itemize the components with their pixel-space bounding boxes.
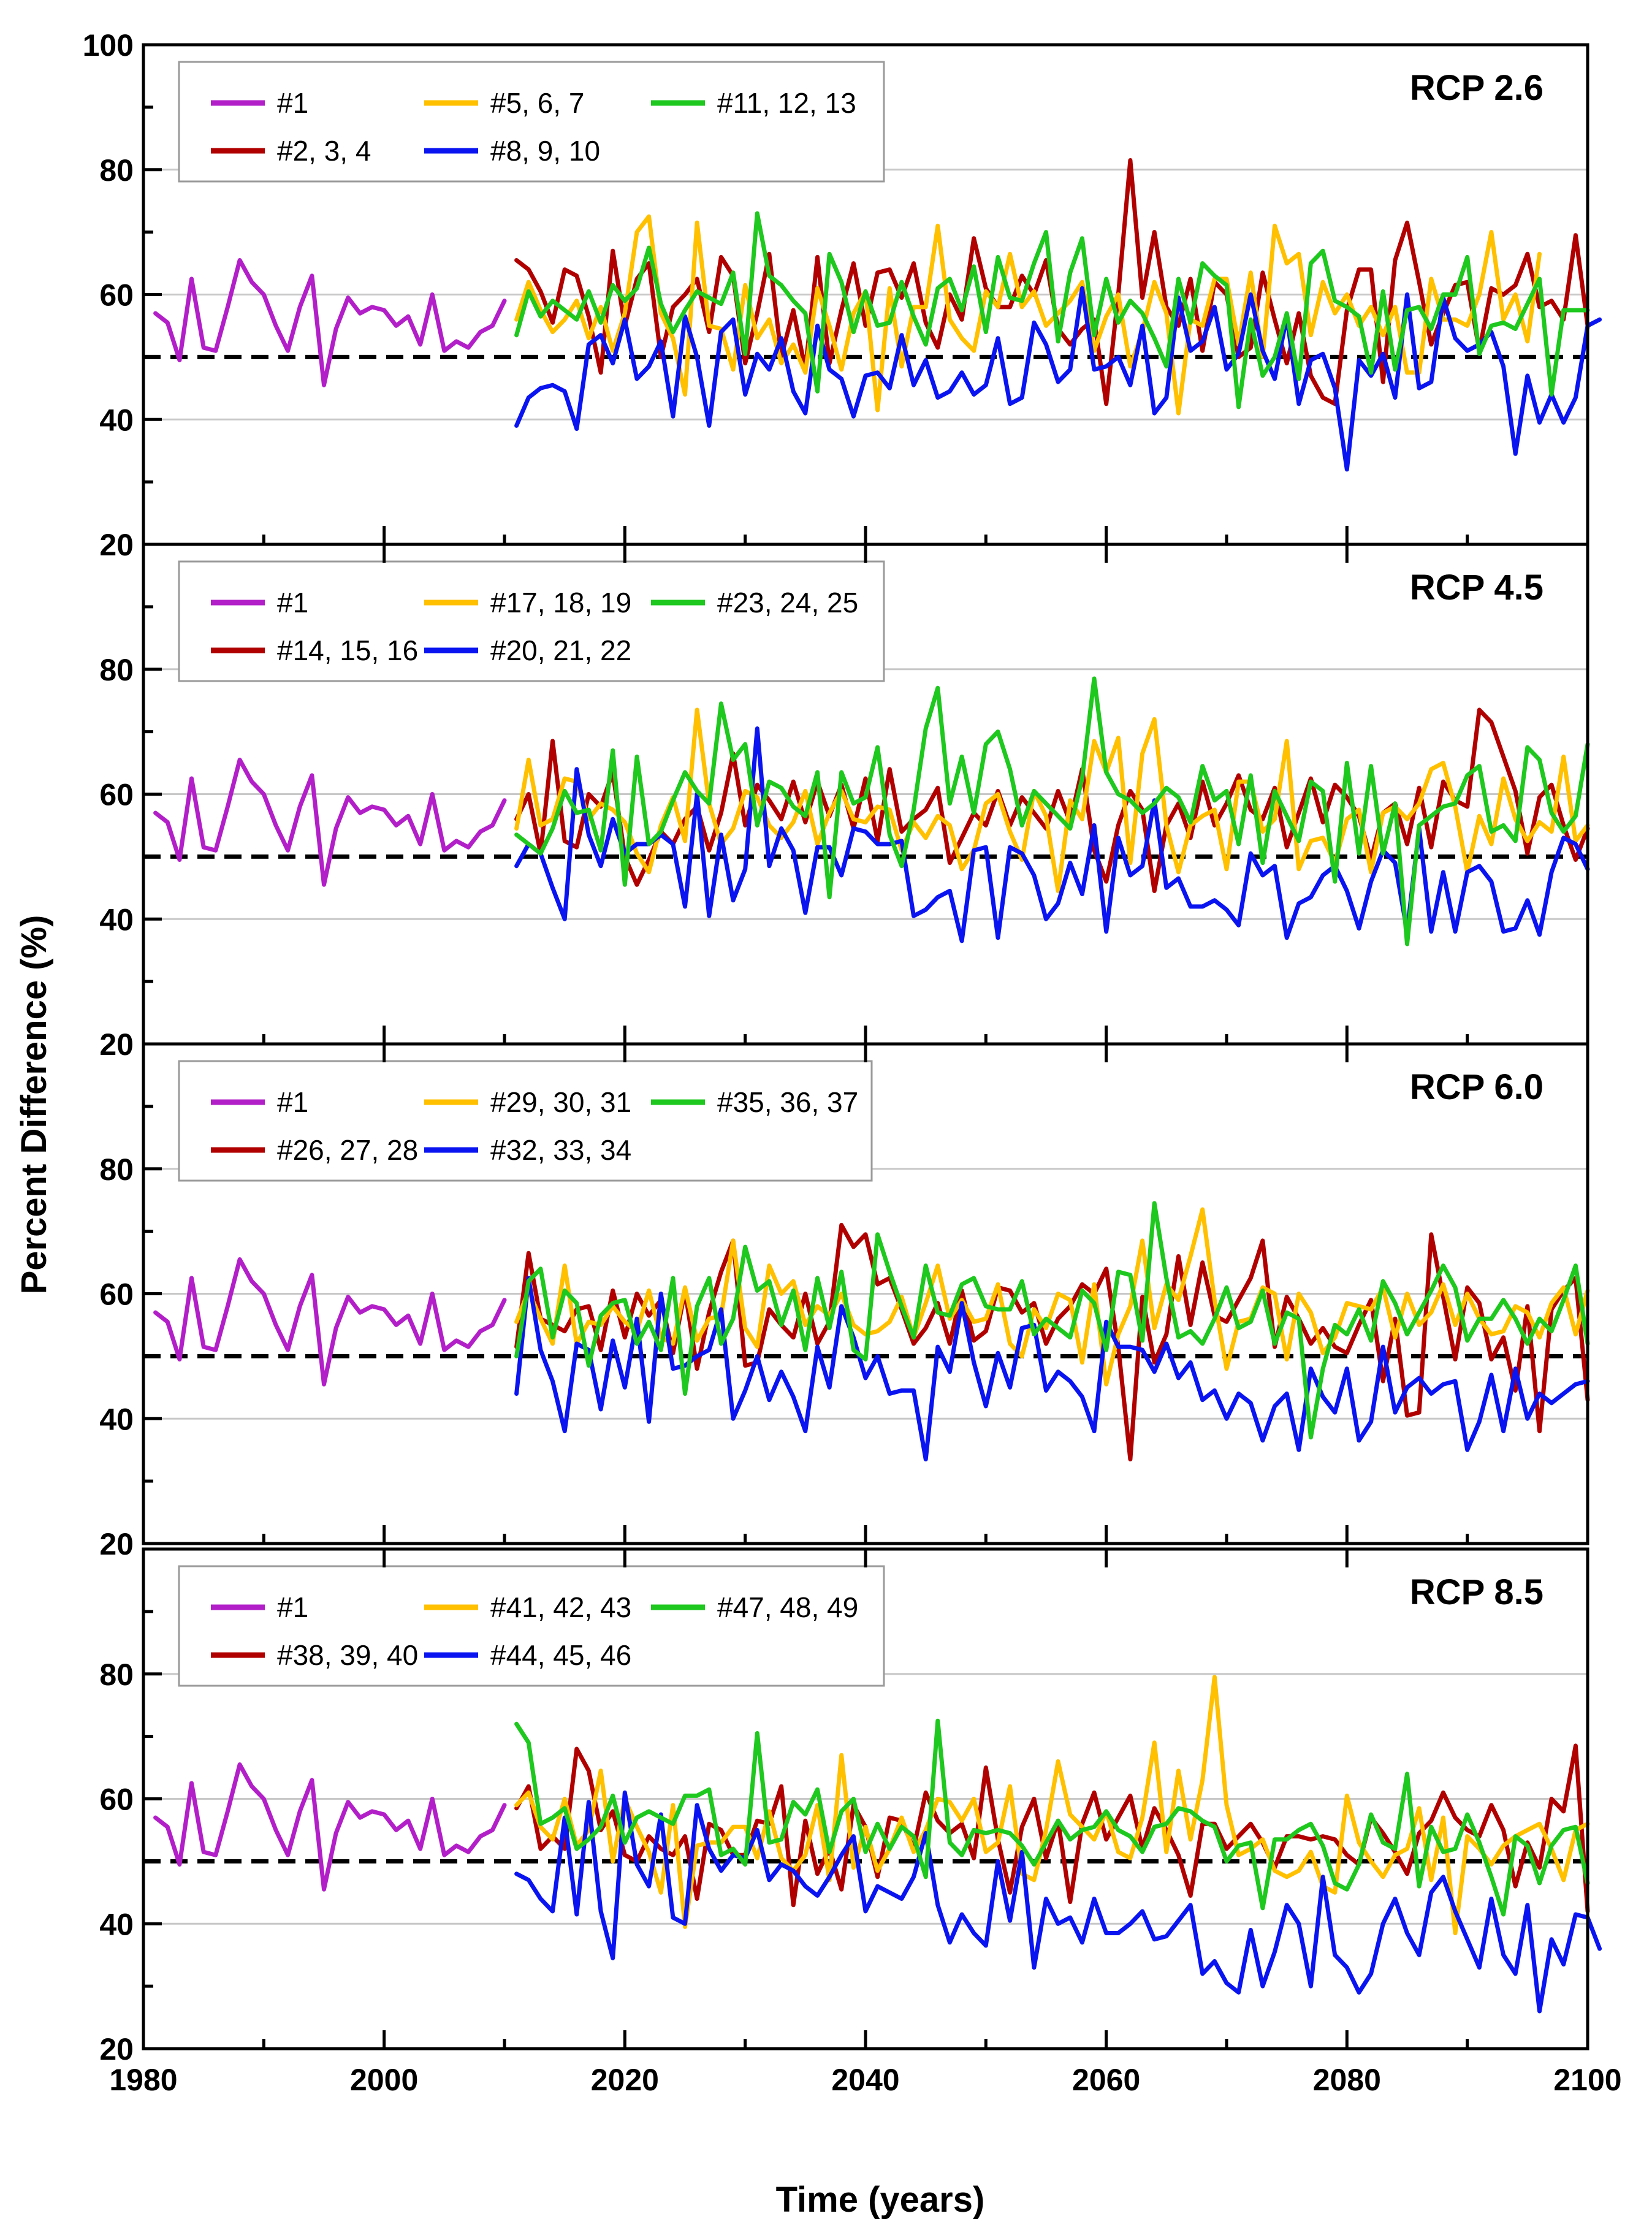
- legend: #1 #2, 3, 4 #5, 6, 7 #8, 9, 10 #11, 12, 13: [178, 61, 885, 183]
- series-line: [514, 1201, 1590, 1440]
- series-line: [514, 1718, 1590, 1917]
- series-line: [514, 1675, 1590, 1935]
- x-axis-title: Time (years): [776, 2180, 985, 2220]
- legend: #1 #26, 27, 28 #29, 30, 31 #32, 33, 34 #35, …: [178, 1060, 873, 1182]
- legend-label: #29, 30, 31: [490, 1086, 631, 1118]
- legend-label: #8, 9, 10: [490, 135, 600, 167]
- legend-label: #41, 42, 43: [490, 1591, 631, 1623]
- legend-label: #26, 27, 28: [277, 1134, 418, 1166]
- series-line: [514, 214, 1542, 416]
- y-tick-label: 100: [83, 28, 134, 63]
- y-tick-label: 40: [99, 1402, 134, 1436]
- series-line: [153, 258, 507, 387]
- legend-label: #20, 21, 22: [490, 634, 631, 666]
- panel-title: RCP 4.5: [1410, 568, 1544, 607]
- x-tick-label: 1980: [109, 2063, 177, 2097]
- y-tick-label: 20: [99, 1027, 134, 1062]
- panel-title: RCP 2.6: [1410, 68, 1544, 108]
- series-line: [514, 1276, 1590, 1461]
- y-tick-label: 20: [99, 1527, 134, 1561]
- y-tick-label: 60: [99, 278, 134, 313]
- legend-label: #2, 3, 4: [277, 135, 371, 167]
- legend: #1 #38, 39, 40 #41, 42, 43 #44, 45, 46 #47, …: [178, 1565, 885, 1687]
- y-tick-label: 80: [99, 1658, 134, 1692]
- y-tick-label: 40: [99, 902, 134, 937]
- legend: #1 #14, 15, 16 #17, 18, 19 #20, 21, 22 #23, …: [178, 560, 885, 682]
- legend-box: [178, 1565, 885, 1687]
- y-axis-title: Percent Difference (%): [14, 915, 54, 1295]
- panel-title: RCP 6.0: [1410, 1067, 1544, 1107]
- panel-title: RCP 8.5: [1410, 1572, 1544, 1612]
- legend-label: #38, 39, 40: [277, 1639, 418, 1671]
- x-tick-label: 2060: [1072, 2063, 1140, 2097]
- x-tick-label: 2080: [1313, 2063, 1381, 2097]
- x-tick-label: 2020: [591, 2063, 659, 2097]
- y-tick-label: 80: [99, 153, 134, 188]
- y-tick-label: 40: [99, 403, 134, 437]
- y-tick-label: 60: [99, 1783, 134, 1817]
- series-line: [153, 758, 507, 887]
- y-tick-label: 20: [99, 2032, 134, 2066]
- legend-box: [178, 61, 885, 183]
- legend-label: #23, 24, 25: [717, 587, 858, 619]
- plot-layer: 100 80 60 40 20 RCP 2.6 #1 #2, 3, 4 #5, 6, 7 #8, …: [83, 28, 1622, 2097]
- series-line: [514, 707, 1590, 893]
- legend-box: [178, 560, 885, 682]
- legend-label: #17, 18, 19: [490, 587, 631, 619]
- legend-label: #14, 15, 16: [277, 634, 418, 666]
- legend-label: #44, 45, 46: [490, 1639, 631, 1671]
- y-tick-label: 80: [99, 1152, 134, 1187]
- series-line: [514, 1743, 1590, 1914]
- legend-label: #32, 33, 34: [490, 1134, 631, 1166]
- series-line: [153, 1257, 507, 1387]
- legend-label: #1: [277, 87, 308, 119]
- legend-label: #11, 12, 13: [717, 87, 856, 119]
- legend-label: #35, 36, 37: [717, 1086, 858, 1118]
- series-line: [153, 1762, 507, 1892]
- legend-label: #5, 6, 7: [490, 87, 584, 119]
- series-line: [514, 211, 1590, 409]
- legend-box: [178, 1060, 873, 1182]
- legend-label: #1: [277, 1086, 308, 1118]
- y-tick-label: 60: [99, 778, 134, 812]
- y-tick-label: 20: [99, 528, 134, 562]
- legend-label: #47, 48, 49: [717, 1591, 858, 1623]
- legend-label: #1: [277, 587, 308, 619]
- series-line: [514, 676, 1590, 946]
- series-line: [514, 1790, 1602, 2014]
- series-line: [514, 286, 1602, 472]
- y-tick-label: 40: [99, 1907, 134, 1941]
- x-tick-label: 2100: [1553, 2063, 1621, 2097]
- legend-label: #1: [277, 1591, 308, 1623]
- x-tick-label: 2040: [831, 2063, 899, 2097]
- y-tick-label: 80: [99, 653, 134, 687]
- x-tick-label: 2000: [350, 2063, 418, 2097]
- y-tick-label: 60: [99, 1277, 134, 1312]
